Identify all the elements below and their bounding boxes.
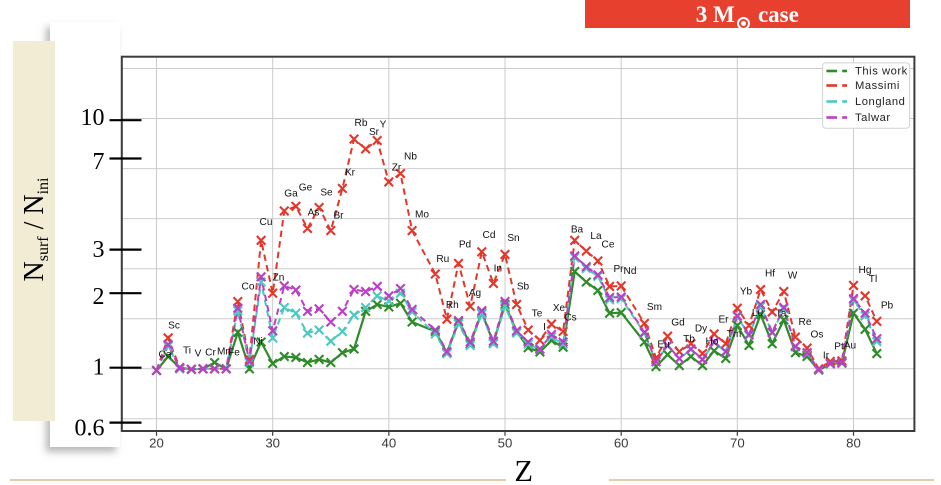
svg-text:Re: Re [799,317,812,328]
svg-text:W: W [788,271,798,282]
svg-text:Pt: Pt [834,342,844,353]
svg-text:Se: Se [320,188,333,199]
svg-text:Er: Er [718,315,729,326]
svg-text:Cd: Cd [483,230,496,241]
svg-text:Sm: Sm [647,302,662,313]
svg-text:Rb: Rb [355,118,368,129]
svg-text:Ir: Ir [823,351,830,362]
svg-text:Ce: Ce [602,240,615,251]
svg-text:Nsurf / Nini: Nsurf / Nini [19,177,52,282]
svg-text:Pb: Pb [881,301,894,312]
svg-text:Nd: Nd [624,266,637,277]
svg-text:Hf: Hf [765,269,775,280]
svg-text:Ge: Ge [299,183,313,194]
svg-text:Pr: Pr [613,264,624,275]
svg-text:This work: This work [855,66,908,78]
svg-text:Co: Co [242,282,255,293]
svg-text:Rh: Rh [446,300,459,311]
svg-text:Zn: Zn [273,273,285,284]
svg-text:Eu: Eu [657,340,669,351]
svg-text:40: 40 [382,436,397,451]
svg-text:30: 30 [265,436,280,451]
svg-text:Cu: Cu [260,217,273,228]
svg-text:Au: Au [844,341,856,352]
svg-text:Longland: Longland [855,96,905,108]
svg-text:In: In [494,263,502,274]
svg-text:Tl: Tl [869,274,877,285]
svg-text:Ho: Ho [706,337,719,348]
svg-text:V: V [195,349,202,360]
svg-text:Lu: Lu [752,308,763,319]
svg-text:Dy: Dy [695,324,708,335]
svg-text:70: 70 [730,436,745,451]
svg-text:80: 80 [846,436,861,451]
svg-text:Y: Y [380,120,387,131]
svg-text:Sr: Sr [369,127,380,138]
svg-text:Kr: Kr [345,168,356,179]
svg-text:Ba: Ba [571,225,584,236]
svg-text:7: 7 [93,149,105,175]
svg-text:Massimi: Massimi [855,80,900,92]
svg-text:Talwar: Talwar [855,112,891,124]
svg-text:Nb: Nb [404,152,417,163]
svg-text:60: 60 [614,436,629,451]
svg-text:0.6: 0.6 [75,415,105,441]
svg-text:Hg: Hg [859,265,872,276]
svg-text:20: 20 [149,436,164,451]
svg-text:2: 2 [93,284,105,310]
svg-text:Zr: Zr [392,163,402,174]
svg-text:Yb: Yb [740,287,753,298]
svg-text:Ti: Ti [183,346,191,357]
svg-text:Xe: Xe [553,303,566,314]
svg-text:50: 50 [498,436,513,451]
svg-text:Ag: Ag [469,288,481,299]
svg-text:Ca: Ca [159,350,172,361]
svg-text:Sc: Sc [168,321,180,332]
svg-text:Fe: Fe [228,348,240,359]
svg-text:Ru: Ru [436,254,449,265]
svg-text:Tb: Tb [683,334,695,345]
svg-text:Br: Br [333,211,344,222]
svg-text:Mo: Mo [415,210,429,221]
svg-text:Os: Os [811,330,824,341]
svg-text:1: 1 [93,355,105,381]
svg-text:Ta: Ta [776,309,787,320]
svg-text:Tm: Tm [727,329,742,340]
svg-text:Sn: Sn [507,233,519,244]
svg-text:La: La [590,231,602,242]
svg-text:Te: Te [532,309,543,320]
svg-text:As: As [308,208,320,219]
svg-text:Z: Z [514,454,533,485]
svg-text:I: I [543,322,546,333]
svg-text:Ni: Ni [253,337,263,348]
svg-text:Cs: Cs [564,313,576,324]
svg-text:3: 3 [93,237,105,263]
svg-text:10: 10 [81,105,105,131]
svg-text:Cr: Cr [205,348,216,359]
svg-text:Sb: Sb [517,282,530,293]
svg-text:Ga: Ga [284,189,298,200]
svg-text:Mn: Mn [217,347,231,358]
svg-text:Gd: Gd [671,318,684,329]
svg-text:Pd: Pd [459,240,471,251]
